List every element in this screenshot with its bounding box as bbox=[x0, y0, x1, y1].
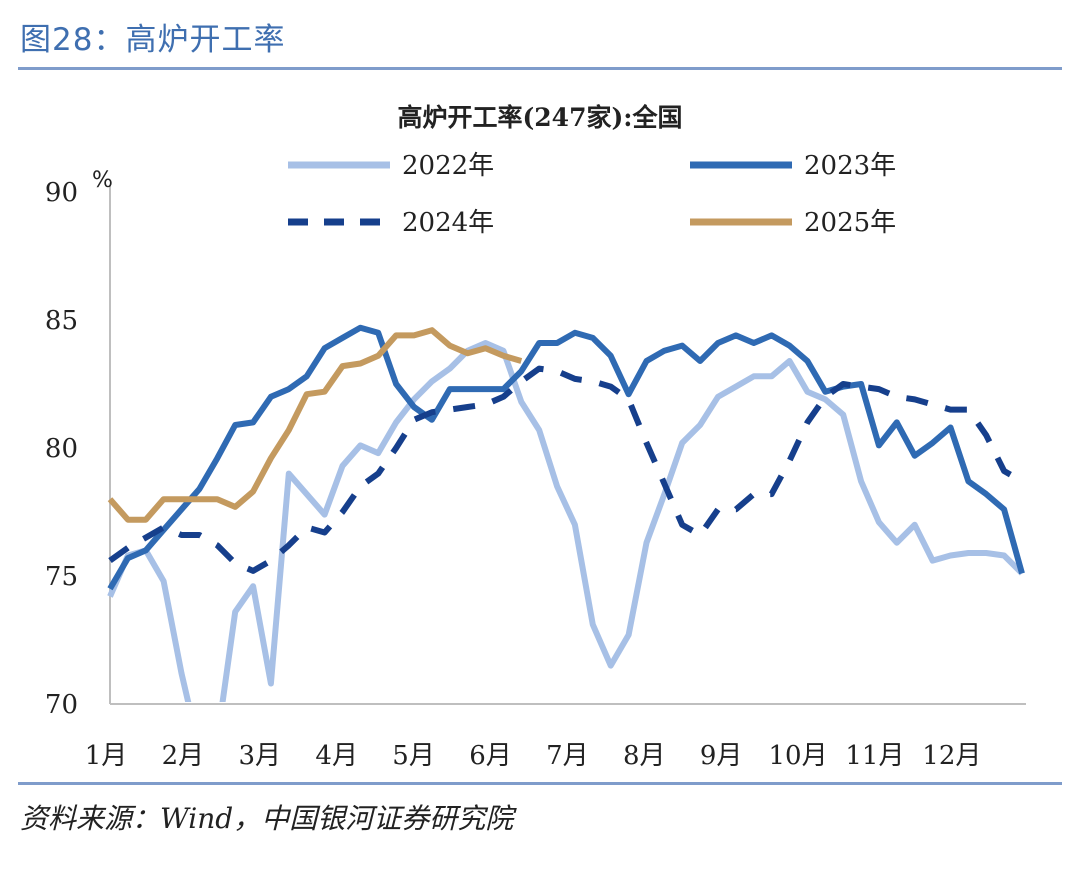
figure-title: 图28：高炉开工率 bbox=[20, 22, 286, 58]
x-tick-label: 5月 bbox=[392, 741, 435, 771]
chart-title: 高炉开工率(247家):全国 bbox=[397, 103, 682, 132]
y-tick-label: 70 bbox=[45, 690, 78, 720]
x-tick-label: 10月 bbox=[769, 741, 828, 771]
bottom-rule bbox=[18, 782, 1062, 785]
x-tick-label: 8月 bbox=[623, 741, 666, 771]
y-tick-label: 80 bbox=[45, 434, 78, 464]
x-tick-label: 4月 bbox=[315, 741, 358, 771]
x-tick-label: 3月 bbox=[239, 741, 282, 771]
y-tick-label: 90 bbox=[45, 178, 78, 208]
x-tick-label: 2月 bbox=[162, 741, 205, 771]
top-rule bbox=[18, 67, 1062, 70]
x-tick-label: 1月 bbox=[85, 741, 128, 771]
x-tick-label: 11月 bbox=[845, 741, 904, 771]
series-line-2 bbox=[107, 324, 1025, 591]
source-note: 资料来源：Wind，中国银河证券研究院 bbox=[20, 802, 514, 835]
series-line-1 bbox=[107, 340, 1025, 702]
x-tick-label: 12月 bbox=[922, 741, 981, 771]
x-tick-label: 6月 bbox=[469, 741, 512, 771]
x-tick-label: 9月 bbox=[700, 741, 743, 771]
y-tick-label: 85 bbox=[45, 306, 78, 336]
y-axis-unit: % bbox=[92, 168, 113, 193]
x-tick-label: 7月 bbox=[546, 741, 589, 771]
legend-label-2: 2023年 bbox=[804, 151, 896, 181]
series-line-4 bbox=[107, 327, 523, 523]
series-line-3 bbox=[108, 365, 1024, 574]
legend-label-1: 2022年 bbox=[402, 151, 494, 181]
legend-label-3: 2024年 bbox=[402, 208, 494, 238]
legend-label-4: 2025年 bbox=[804, 208, 896, 238]
y-tick-label: 75 bbox=[45, 562, 78, 592]
